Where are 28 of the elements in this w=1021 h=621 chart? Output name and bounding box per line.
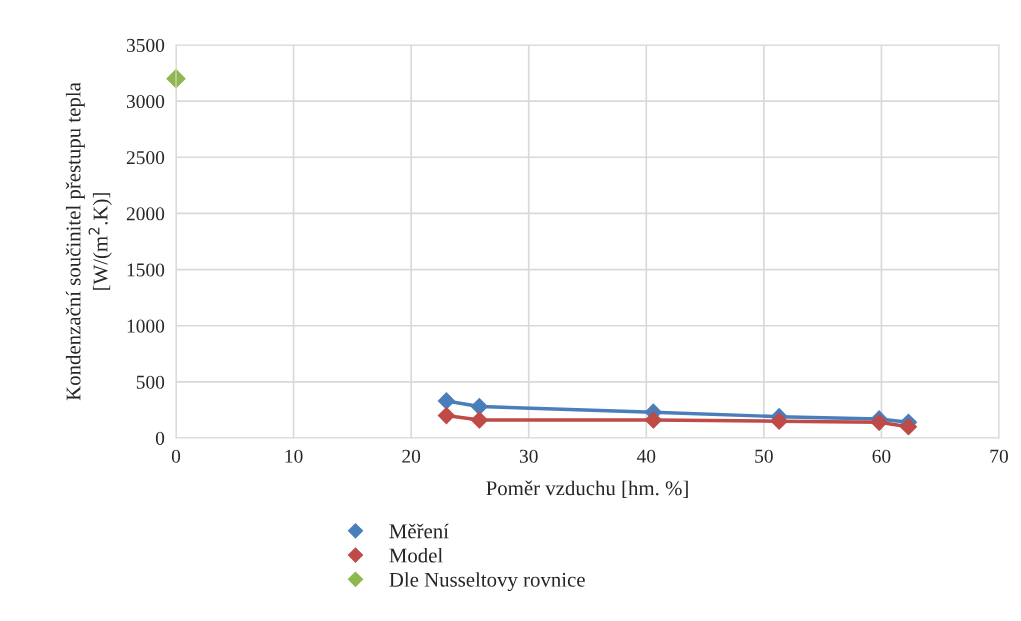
x-tick-label: 70 [990,449,1008,463]
point [470,411,488,429]
y-tick-label: 500 [136,375,165,389]
point [470,398,488,416]
legend-label: Měření [389,523,449,539]
y-tick-label: 3500 [126,38,165,52]
y-tick-label: 0 [155,431,165,445]
x-tick-label: 10 [285,449,303,463]
y-tick-label: 2500 [126,151,165,165]
point [437,406,455,425]
y-tick-label: 3000 [126,94,165,109]
x-tick-label: 0 [171,449,181,463]
y-tick-label: 1000 [127,319,165,333]
point [770,412,788,430]
y-axis-title: Kondenzační součinitel přestupu tepla [W/(m$^{2}$.K)] [65,82,112,401]
y-tick-label: 1500 [127,263,165,277]
x-axis-title: Poměr vzduchu [hm. %] [486,480,688,498]
point [899,418,918,436]
legend-label: Dle Nusseltovy rovnice [389,572,585,592]
legend-label: Model [389,547,443,563]
x-tick-label: 40 [636,449,656,463]
x-tick-label: 30 [519,449,538,463]
point [437,392,455,410]
x-tick-label: 50 [755,449,773,463]
x-tick-label: 20 [402,449,421,463]
y-tick-label: 2000 [126,207,165,221]
point [644,411,662,429]
x-tick-label: 60 [872,449,891,463]
